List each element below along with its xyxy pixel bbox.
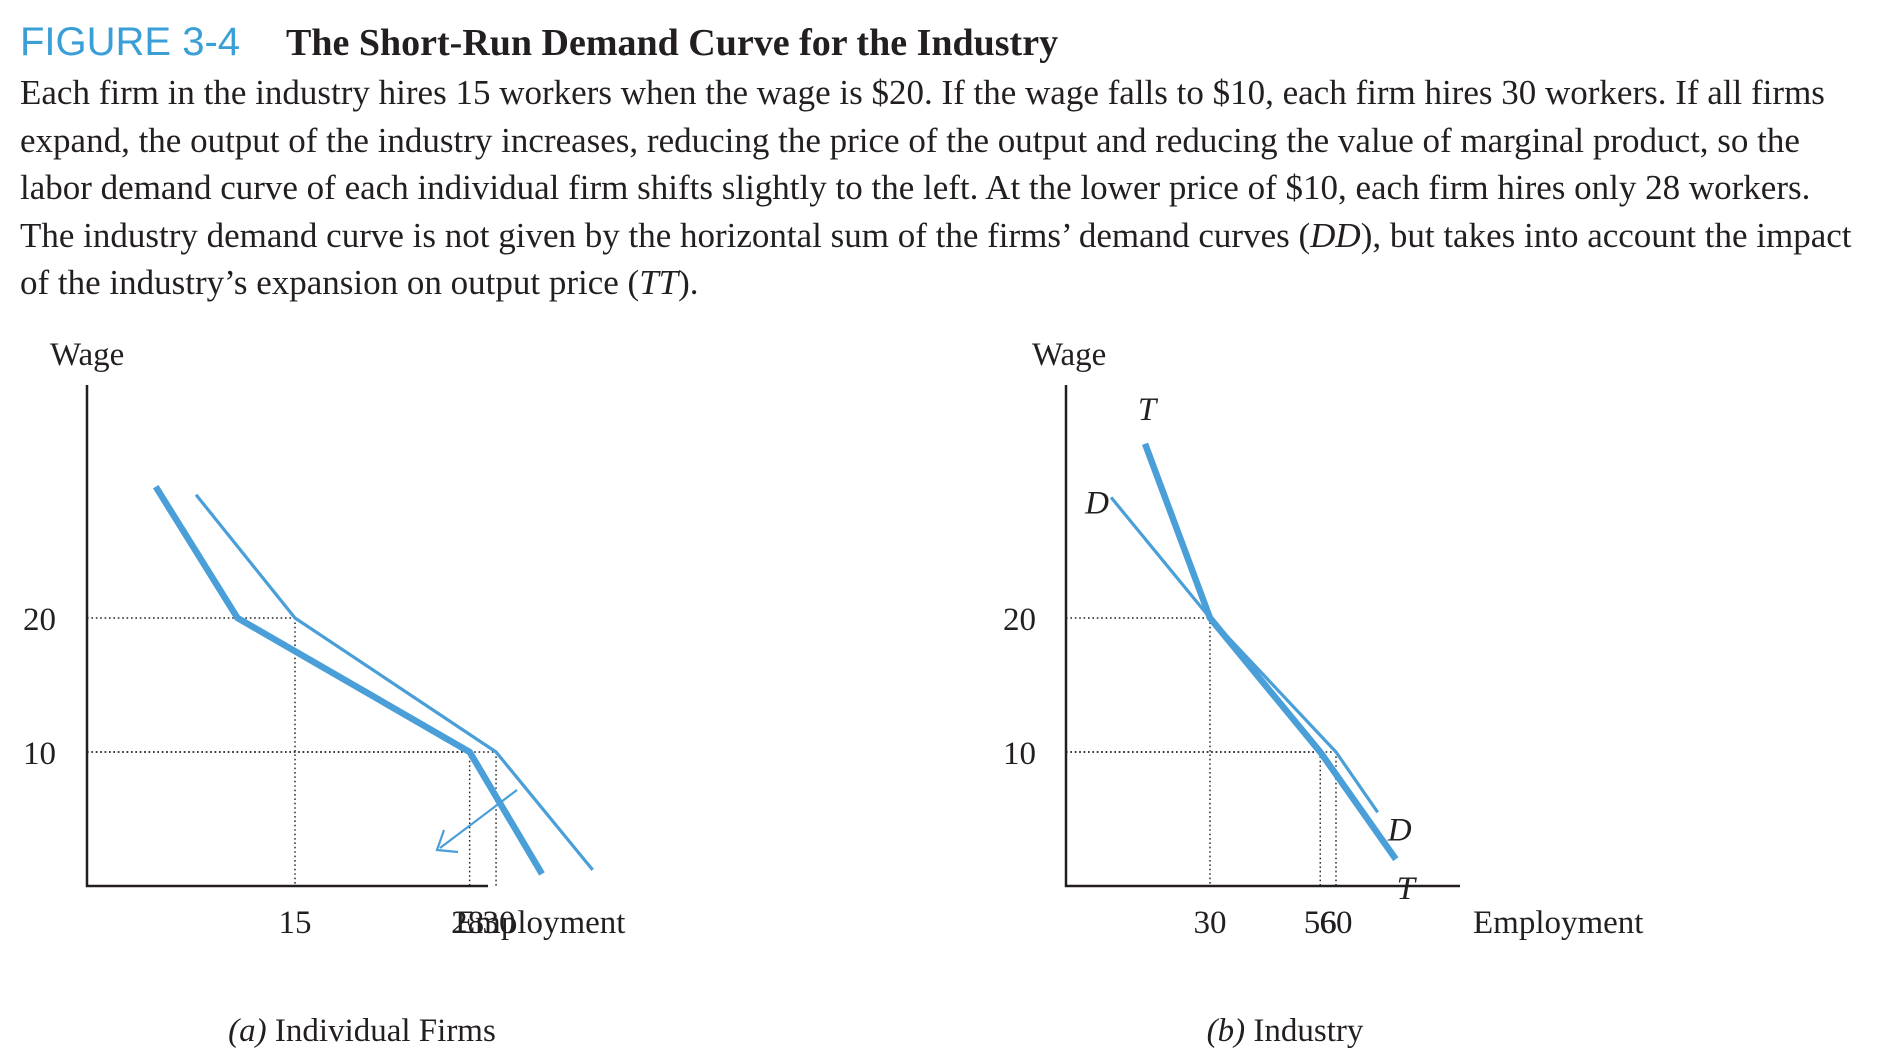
panel-caption-title: Individual Firms (267, 1013, 496, 1049)
panel-caption-letter: (b) (1207, 1013, 1245, 1049)
shift-arrow-head (435, 829, 459, 854)
figure-caption: Each firm in the industry hires 15 worke… (20, 69, 1870, 307)
figure-title: The Short-Run Demand Curve for the Indus… (286, 22, 1059, 64)
shift-arrow-shaft (439, 789, 518, 849)
demand-curve-T (1141, 442, 1399, 862)
y-axis-label: Wage (50, 337, 124, 373)
caption-italic-text: TT (639, 263, 679, 303)
curve-label-T-start: T (1138, 392, 1159, 428)
caption-text: Each firm in the industry hires 15 worke… (20, 73, 1825, 255)
panel-caption: (b) Industry (1207, 1013, 1364, 1049)
x-tick-label: 60 (1320, 905, 1353, 941)
x-tick-label: 30 (1194, 905, 1227, 941)
axes (1064, 385, 1460, 888)
demand-curve-shifted (152, 484, 545, 876)
x-tick-label: 15 (279, 905, 312, 941)
y-tick-label: 20 (23, 602, 56, 638)
figure-title-line: FIGURE 3-4 The Short-Run Demand Curve for… (20, 18, 1870, 67)
panel-caption-letter: (a) (228, 1013, 266, 1049)
axes (85, 385, 488, 888)
x-axis-label: Employment (455, 905, 625, 941)
panel-caption-title: Industry (1245, 1013, 1364, 1049)
curve-label-T-end: T (1397, 871, 1418, 907)
caption-italic-text: DD (1310, 215, 1361, 255)
x-axis-label: Employment (1473, 905, 1643, 941)
x-tick-label: 28 (451, 905, 484, 941)
x-tick-label: 56 (1304, 905, 1337, 941)
caption-text: ). (678, 263, 699, 303)
y-tick-label: 10 (23, 736, 56, 772)
caption-text: ), but takes into account the impact of … (20, 215, 1852, 303)
curve-label-D-start: D (1084, 485, 1109, 521)
x-tick-label: 30 (483, 905, 516, 941)
y-axis-label: Wage (1032, 337, 1106, 373)
panel-caption: (a) Individual Firms (228, 1013, 496, 1049)
figure-label: FIGURE 3-4 (20, 20, 241, 64)
demand-curve-original (194, 493, 594, 871)
y-tick-label: 20 (1003, 602, 1036, 638)
y-tick-label: 10 (1003, 736, 1036, 772)
demand-curve-D (1109, 496, 1380, 814)
curve-label-D-end: D (1387, 812, 1412, 848)
